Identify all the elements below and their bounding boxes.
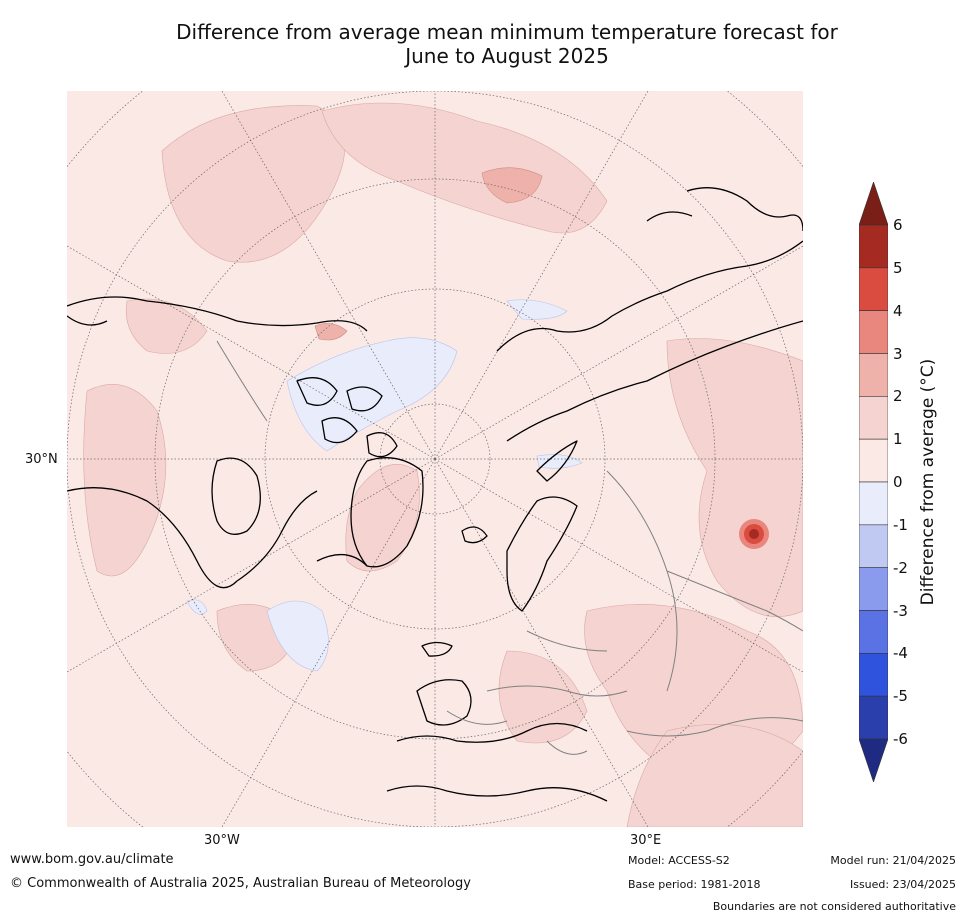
meridian-lines — [67, 91, 803, 827]
coastlines — [67, 187, 803, 802]
colorbar-band — [858, 396, 889, 440]
colorbar-graphic — [858, 181, 889, 783]
colorbar-tick-label: 6 — [893, 216, 903, 234]
colorbar-tick-label: -2 — [893, 558, 908, 577]
colorbar-tick-label: -6 — [893, 730, 908, 748]
map-title-line-2: June to August 2025 — [405, 44, 609, 68]
warm-anomaly-regions — [83, 102, 803, 827]
colorbar-band — [858, 695, 889, 740]
cool-anomaly-regions — [186, 299, 583, 672]
strong-warm-anomaly-regions — [314, 167, 543, 341]
colorbar-band — [858, 653, 889, 697]
colorbar-band — [858, 567, 889, 611]
map-title: Difference from average mean minimum tem… — [67, 20, 947, 68]
colorbar-band — [858, 224, 889, 269]
country-borders — [216, 340, 803, 755]
forecast-map[interactable] — [67, 91, 803, 827]
colorbar — [858, 181, 889, 783]
colorbar-extend-bottom — [858, 738, 889, 783]
colorbar-tick-label: -5 — [893, 687, 908, 706]
colorbar-band — [858, 353, 889, 397]
footer-model: Model: ACCESS-S2 — [628, 854, 730, 867]
colorbar-title: Difference from average (°C) — [918, 358, 938, 606]
footer-url[interactable]: www.bom.gov.au/climate — [10, 852, 174, 867]
colorbar-tick-label: -4 — [893, 644, 908, 663]
colorbar-bands — [858, 224, 889, 740]
colorbar-tick-label: 5 — [893, 258, 903, 277]
longitude-label-30w: 30°W — [204, 833, 240, 848]
colorbar-band — [858, 438, 889, 483]
hotspot-anomaly — [739, 519, 769, 549]
colorbar-band — [858, 310, 889, 354]
map-title-line-1: Difference from average mean minimum tem… — [176, 20, 838, 44]
map-canvas — [67, 91, 803, 827]
footer-model-run: Model run: 21/04/2025 — [830, 854, 956, 867]
latitude-label-30n: 30°N — [25, 452, 58, 467]
footer-disclaimer: Boundaries are not considered authoritat… — [712, 900, 956, 913]
footer-base-period: Base period: 1981-2018 — [628, 878, 761, 891]
colorbar-tick-label: 4 — [893, 301, 903, 320]
colorbar-band — [858, 524, 889, 568]
colorbar-band — [858, 610, 889, 654]
footer-issued: Issued: 23/04/2025 — [849, 878, 956, 891]
colorbar-band — [858, 481, 889, 526]
footer-copyright: © Commonwealth of Australia 2025, Austra… — [10, 876, 471, 891]
colorbar-extend-top — [858, 181, 889, 226]
colorbar-tick-label: 2 — [893, 387, 903, 406]
colorbar-tick-label: 3 — [893, 344, 903, 363]
longitude-label-30e: 30°E — [630, 833, 662, 848]
colorbar-tick-label: 0 — [893, 473, 903, 491]
colorbar-tick-label: -1 — [893, 515, 908, 534]
colorbar-tick-label: -3 — [893, 601, 908, 620]
colorbar-tick-label: 1 — [893, 430, 903, 449]
colorbar-band — [858, 267, 889, 311]
